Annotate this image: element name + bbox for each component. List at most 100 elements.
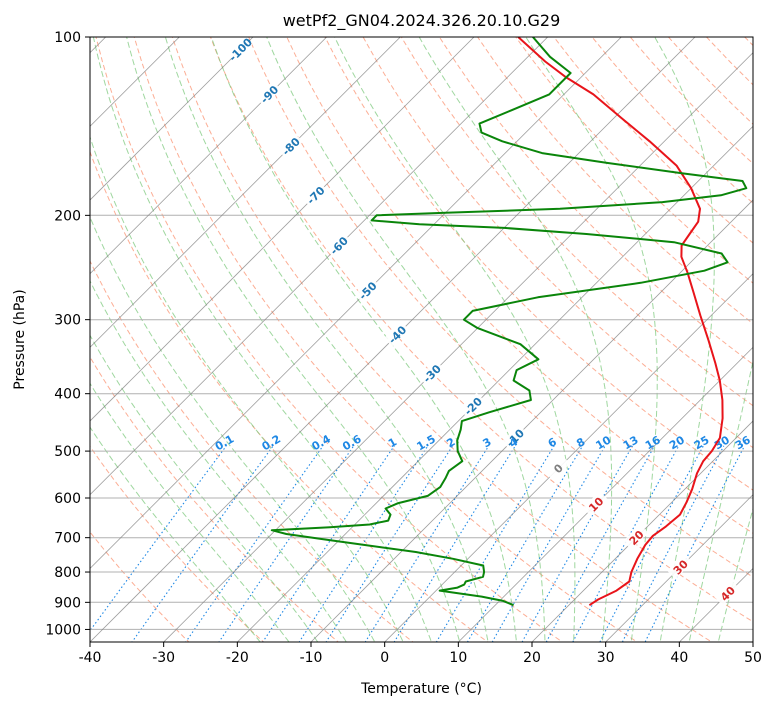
y-tick-label: 500	[54, 444, 81, 460]
dry-adiabat-line	[90, 150, 489, 642]
y-tick-label: 200	[54, 208, 81, 224]
dry-adiabat-line	[400, 37, 753, 407]
dry-adiabats	[90, 10, 775, 649]
x-tick-label: 30	[597, 650, 615, 666]
x-tick-label: 0	[380, 650, 389, 666]
mixing-ratio-line	[435, 445, 555, 642]
x-tick-label: 20	[523, 650, 541, 666]
isotherm-line	[90, 37, 475, 422]
plot-area	[90, 37, 753, 642]
isotherm-line	[90, 37, 180, 127]
x-tick-label: -20	[226, 650, 249, 666]
temperature-profile-line	[517, 37, 724, 607]
isotherm-line	[90, 37, 254, 201]
moist-adiabat-line	[92, 37, 432, 642]
dry-adiabat-line	[95, 37, 564, 642]
mixing-ratio-line	[262, 445, 395, 642]
isotherm-line	[90, 37, 328, 275]
plot-frame	[89, 36, 754, 643]
moist-adiabat-line	[164, 37, 489, 642]
isotherm-line	[90, 37, 622, 569]
x-tick-label: -40	[79, 650, 102, 666]
dry-adiabat-line	[90, 259, 414, 642]
isotherm-label-bg	[714, 580, 740, 606]
isotherm-label-bg	[302, 181, 328, 208]
isotherm-line	[90, 37, 549, 496]
dewpoint-profile-line	[270, 37, 748, 607]
dry-adiabat-line	[90, 445, 265, 642]
isotherm-label-bg	[418, 360, 445, 386]
mixing-ratio-line	[545, 445, 656, 642]
moist-adiabat-line	[90, 382, 290, 642]
mixing-ratio-line	[218, 445, 355, 642]
chart-title: wetPf2_GN04.2024.326.20.10.G29	[283, 11, 561, 31]
isotherm-line	[0, 10, 59, 654]
y-axis-label: Pressure (hPa)	[12, 289, 28, 389]
isotherm-label-bg	[325, 232, 352, 258]
isotherm-line	[457, 346, 753, 642]
dry-adiabat-line	[756, 10, 775, 649]
isotherm-label-bg	[667, 553, 693, 580]
isotherm-line	[384, 273, 753, 642]
dry-adiabat-line	[286, 37, 753, 534]
moist-adiabat-line	[90, 334, 319, 642]
mixing-ratio-line	[466, 445, 584, 642]
dry-adiabat-line	[133, 37, 638, 642]
dry-adiabat-line	[248, 37, 753, 578]
isotherm-label-bg	[354, 277, 380, 303]
x-axis: -40 -30 -20 -10 0 10 20 30 40 50	[79, 642, 762, 666]
moist-adiabat-line	[418, 37, 613, 642]
dry-adiabat-line	[90, 356, 339, 642]
y-tick-label: 800	[54, 565, 81, 581]
isotherm-line	[236, 125, 753, 642]
isotherm-label-bg	[622, 524, 649, 550]
x-tick-label: 50	[744, 650, 762, 666]
x-tick-label: 10	[449, 650, 467, 666]
mixing-ratio-line	[298, 445, 429, 642]
dry-adiabat-line	[171, 37, 713, 642]
y-tick-label: 600	[54, 491, 81, 507]
y-tick-label: 400	[54, 387, 81, 403]
mixing-ratio-line	[599, 445, 704, 642]
isotherm-label-bg	[383, 321, 410, 347]
isotherm-label-bg	[544, 455, 571, 481]
isotherm-label-bg	[226, 37, 253, 62]
moist-adiabat-line	[90, 215, 376, 642]
isotherm-line	[163, 52, 753, 642]
moist-adiabat-line	[654, 37, 715, 642]
moist-adiabat-line	[266, 37, 546, 642]
x-tick-label: 40	[670, 650, 688, 666]
y-tick-label: 700	[54, 531, 81, 547]
dry-adiabat-line	[209, 37, 753, 623]
isotherm-label-bg	[277, 132, 303, 159]
mixing-ratio-line	[325, 445, 454, 642]
isotherm-label-bg	[459, 392, 486, 419]
mixing-ratio-line	[491, 445, 606, 642]
y-tick-label: 900	[54, 595, 81, 611]
moist-adiabat-line	[126, 37, 461, 642]
y-axis: 100 200 300 400 500 600 700 800 900 1000	[45, 30, 90, 638]
mixing-ratio-line	[393, 445, 516, 642]
moist-adiabats	[90, 37, 753, 642]
y-tick-label: 100	[54, 30, 81, 46]
isotherm-label-bg	[582, 490, 609, 517]
mixing-ratio-line	[364, 445, 490, 642]
x-tick-label: -10	[300, 650, 323, 666]
moist-adiabat-line	[90, 135, 404, 642]
moist-adiabat-line	[334, 37, 576, 642]
y-tick-label: 1000	[45, 622, 81, 638]
mixing-ratio-line	[572, 445, 680, 642]
dry-adiabat-line	[362, 37, 753, 449]
dry-adiabat-line	[90, 531, 190, 642]
isotherm-label-bg	[255, 80, 282, 107]
profiles	[270, 37, 748, 607]
y-tick-label: 300	[54, 313, 81, 329]
isotherm-line	[531, 420, 753, 642]
isotherm-line	[310, 199, 753, 642]
x-tick-label: -30	[152, 650, 175, 666]
isotherm-label-bg	[501, 424, 528, 450]
dry-adiabat-line	[515, 37, 753, 284]
isobars	[90, 37, 753, 630]
isotherm-line	[605, 494, 753, 642]
